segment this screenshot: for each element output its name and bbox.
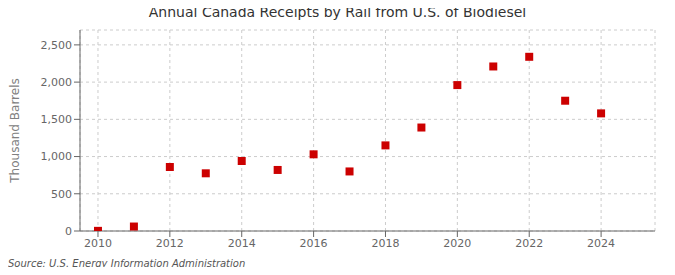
svg-text:2010: 2010 bbox=[84, 237, 112, 250]
svg-text:1,500: 1,500 bbox=[41, 113, 73, 126]
svg-text:Thousand Barrels: Thousand Barrels bbox=[8, 78, 22, 183]
svg-text:2022: 2022 bbox=[515, 237, 543, 250]
svg-text:2020: 2020 bbox=[443, 237, 471, 250]
svg-text:1,000: 1,000 bbox=[41, 150, 73, 163]
svg-text:2016: 2016 bbox=[300, 237, 328, 250]
svg-text:2014: 2014 bbox=[228, 237, 256, 250]
html-text:Source: U.S. Energy Informatio: Source: U.S. Energy Information Administ… bbox=[8, 258, 246, 269]
svg-text:2018: 2018 bbox=[371, 237, 399, 250]
svg-text:2,500: 2,500 bbox=[41, 39, 73, 52]
svg-text:500: 500 bbox=[51, 188, 72, 201]
html-text:Annual Canada Receipts by Rail: Annual Canada Receipts by Rail from U.S.… bbox=[148, 4, 527, 20]
svg-text:2,000: 2,000 bbox=[41, 76, 73, 89]
svg-text:2024: 2024 bbox=[587, 237, 615, 250]
svg-text:2012: 2012 bbox=[156, 237, 184, 250]
svg-text:0: 0 bbox=[65, 225, 72, 238]
